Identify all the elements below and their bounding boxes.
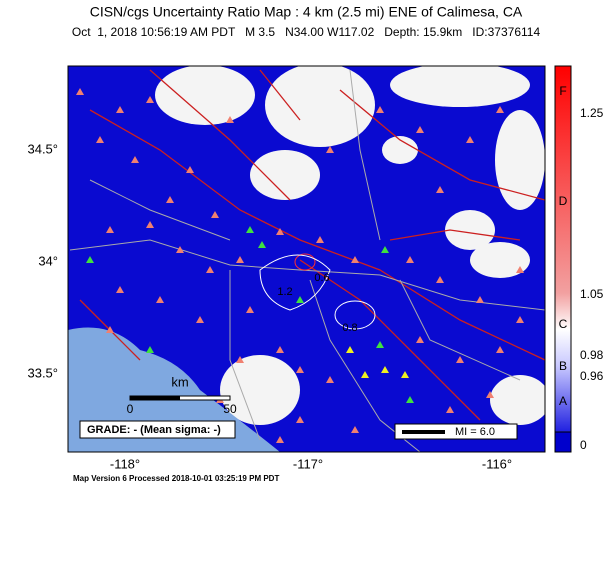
station [516,266,524,273]
station [236,356,244,363]
station [146,221,154,228]
contour-label: 0.8 [342,322,357,334]
station [258,241,266,248]
title: CISN/cgs Uncertainty Ratio Map : 4 km (2… [90,4,523,20]
mi-box [394,423,518,440]
station [86,256,94,263]
station [381,246,389,253]
station [346,346,354,353]
station [361,371,369,378]
station [296,416,304,423]
station [176,246,184,253]
station [156,296,164,303]
station [436,186,444,193]
station [476,296,484,303]
station [186,166,194,173]
scale-label: 50 [223,402,237,416]
station [406,396,414,403]
colorbar-value: 1.25 [580,106,604,120]
footer: Map Version 6 Processed 2018-10-01 03:25… [73,474,279,483]
station [326,146,334,153]
station [211,211,219,218]
stations [76,88,524,443]
lon-label: -116° [482,456,512,471]
contour-label: 0.6 [314,272,329,284]
scale-unit: km [171,374,188,389]
map [68,66,545,452]
white-regions [95,66,545,425]
scale-bar: km 0 50 [127,374,237,416]
lat-label: 34° [38,253,58,268]
lon-label: -117° [293,456,323,471]
contour-label: 1.2 [277,286,292,298]
station [416,126,424,133]
station [226,116,234,123]
grade: GRADE: - (Mean sigma: -) [87,424,221,436]
subtitle: Oct 1, 2018 10:56:19 AM PDT M 3.5 N34.00… [72,25,541,39]
station [326,376,334,383]
station [496,106,504,113]
colorbar-value: 0 [580,438,587,452]
station [496,346,504,353]
station [516,316,524,323]
station [456,356,464,363]
grade-box [79,420,236,439]
station [276,346,284,353]
station [146,346,154,353]
colorbar: F D C B A 1.25 1.05 0.98 0.96 0 [554,65,604,453]
station [246,306,254,313]
colorbar-value: 0.96 [580,369,604,383]
station [376,106,384,113]
station [446,406,454,413]
station [296,366,304,373]
station [146,96,154,103]
colorbar-value: 1.05 [580,287,604,301]
station [206,266,214,273]
station [96,136,104,143]
contours [259,253,376,330]
station [416,336,424,343]
faults [79,69,545,421]
station [316,236,324,243]
colorbar-letter: C [559,317,568,331]
colorbar-letter: D [559,194,568,208]
station [116,106,124,113]
scale-label: 0 [127,402,134,416]
colorbar-letter: A [559,394,567,408]
station [376,341,384,348]
station [76,88,84,95]
station [276,228,284,235]
station [236,256,244,263]
station [351,256,359,263]
station [381,366,389,373]
mi-legend: MI = 6.0 [455,426,495,438]
station [196,316,204,323]
colorbar-letter: F [559,84,566,98]
station [106,226,114,233]
colorbar-value: 0.98 [580,348,604,362]
station [401,371,409,378]
station [296,296,304,303]
station [486,391,494,398]
colorbar-letter: B [559,359,567,373]
station [166,196,174,203]
map-frame [67,65,546,453]
station [246,226,254,233]
lon-label: -118° [110,456,140,471]
station [131,156,139,163]
station [436,276,444,283]
lat-label: 33.5° [27,365,58,380]
station [106,326,114,333]
station [116,286,124,293]
station [466,136,474,143]
station [406,256,414,263]
station [351,426,359,433]
station [276,436,284,443]
lat-label: 34.5° [27,141,58,156]
